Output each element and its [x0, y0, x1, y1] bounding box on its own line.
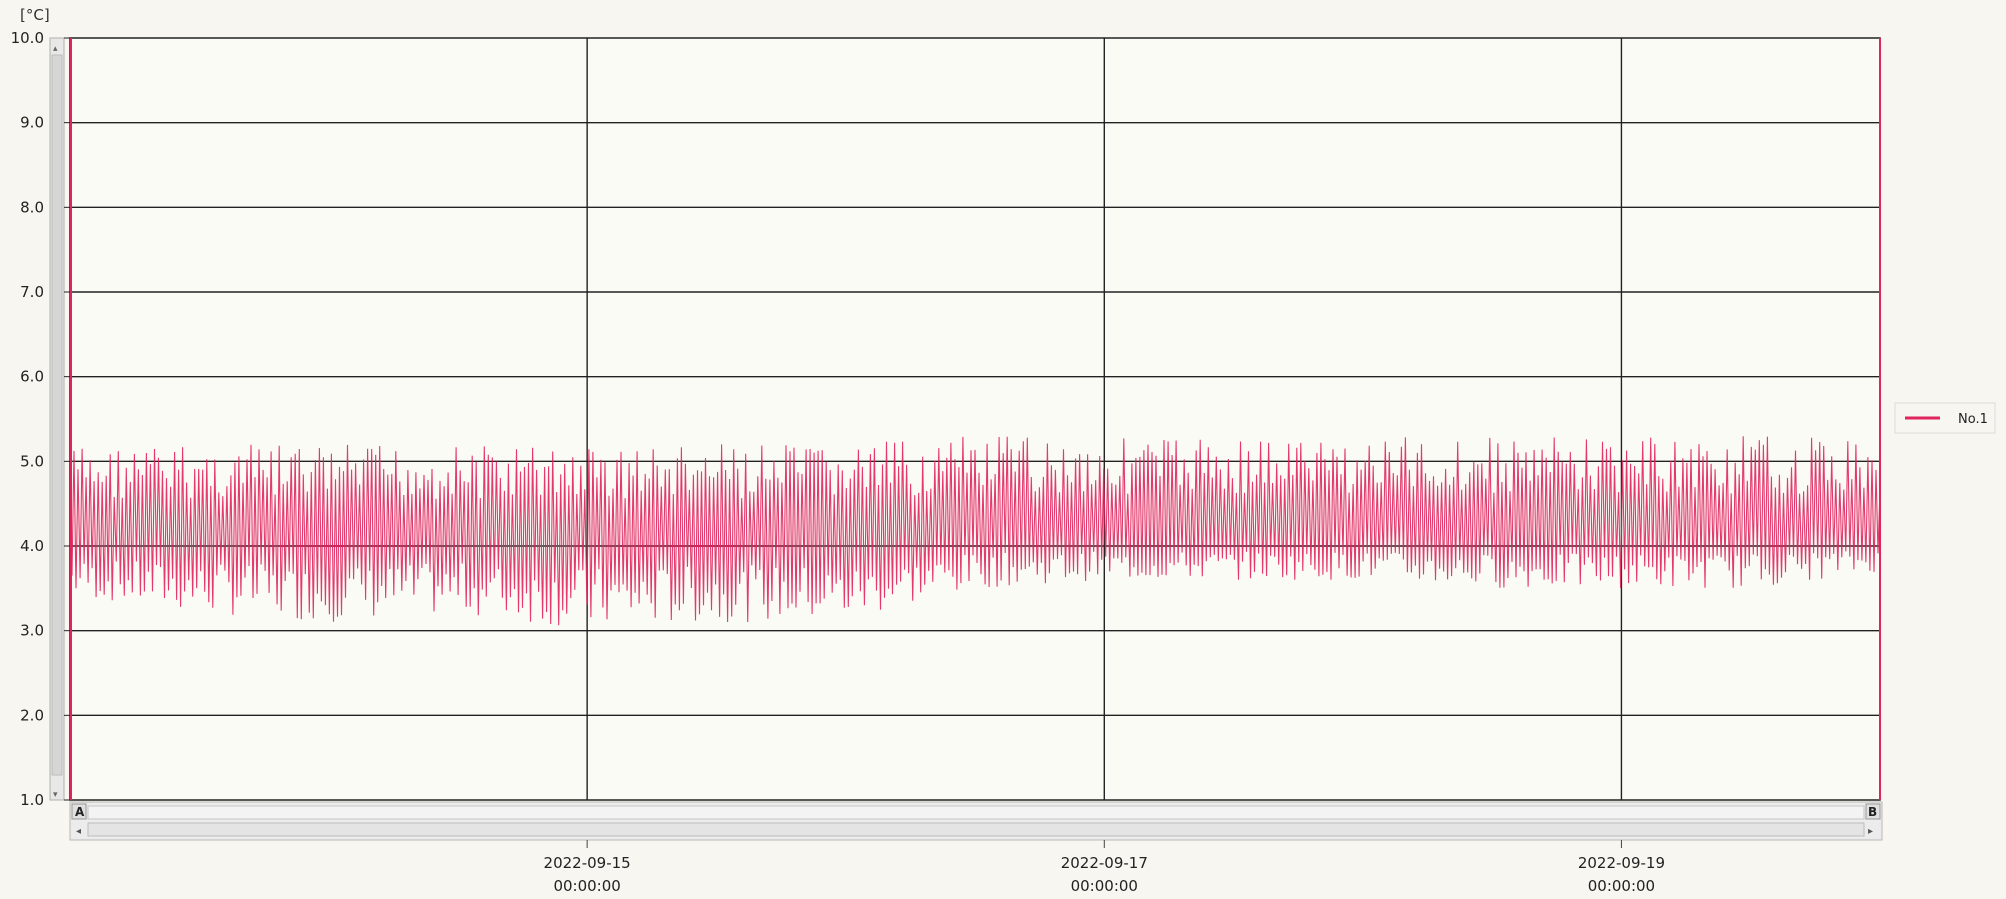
y-tick-label: 4.0 — [20, 537, 44, 555]
legend: No.1 — [1894, 402, 1996, 434]
series-layer — [69, 436, 1881, 626]
scroll-right-arrow-icon[interactable]: ▸ — [1868, 826, 1873, 837]
y-tick-label: 6.0 — [20, 368, 44, 386]
vertical-scrollbar[interactable]: ▴ ▾ — [49, 37, 65, 801]
legend-label-no1: No.1 — [1958, 412, 1988, 427]
plot-area — [70, 38, 1880, 800]
x-tick-date-label: 2022-09-19 — [1578, 854, 1665, 872]
y-tick-label: 2.0 — [20, 706, 44, 724]
x-axis-ticks: 2022-09-15 00:00:00 2022-09-17 00:00:00 2022… — [544, 840, 1665, 895]
grid — [70, 38, 1880, 800]
y-tick-label: 9.0 — [20, 114, 44, 132]
y-tick-label: 7.0 — [20, 283, 44, 301]
y-tick-label: 10.0 — [11, 29, 44, 47]
y-tick-label: 3.0 — [20, 622, 44, 640]
y-tick-label: 1.0 — [20, 791, 44, 809]
y-unit-label: [°C] — [20, 6, 50, 24]
scroll-up-arrow-icon[interactable]: ▴ — [53, 44, 58, 54]
x-tick-date-label: 2022-09-17 — [1061, 854, 1148, 872]
x-tick-time-label: 00:00:00 — [1588, 877, 1655, 895]
series-line-no1 — [69, 436, 1881, 626]
horizontal-scrollbar[interactable]: A B ◂ ▸ — [69, 801, 1883, 841]
x-tick-date-label: 2022-09-15 — [544, 854, 631, 872]
y-tick-label: 8.0 — [20, 198, 44, 216]
y-axis-ticks: 1.0 2.0 3.0 4.0 5.0 6.0 7.0 8.0 9.0 10.0 — [11, 29, 70, 809]
vertical-scrollbar-thumb[interactable] — [51, 54, 63, 776]
range-marker-b[interactable]: B — [1868, 805, 1877, 819]
horizontal-scrollbar-thumb[interactable] — [87, 822, 1865, 837]
x-tick-time-label: 00:00:00 — [553, 877, 620, 895]
y-tick-label: 5.0 — [20, 452, 44, 470]
scroll-left-arrow-icon[interactable]: ◂ — [76, 826, 81, 837]
x-tick-time-label: 00:00:00 — [1071, 877, 1138, 895]
scroll-down-arrow-icon[interactable]: ▾ — [53, 790, 58, 800]
range-marker-a[interactable]: A — [75, 805, 85, 819]
range-selector-track[interactable] — [87, 805, 1865, 820]
